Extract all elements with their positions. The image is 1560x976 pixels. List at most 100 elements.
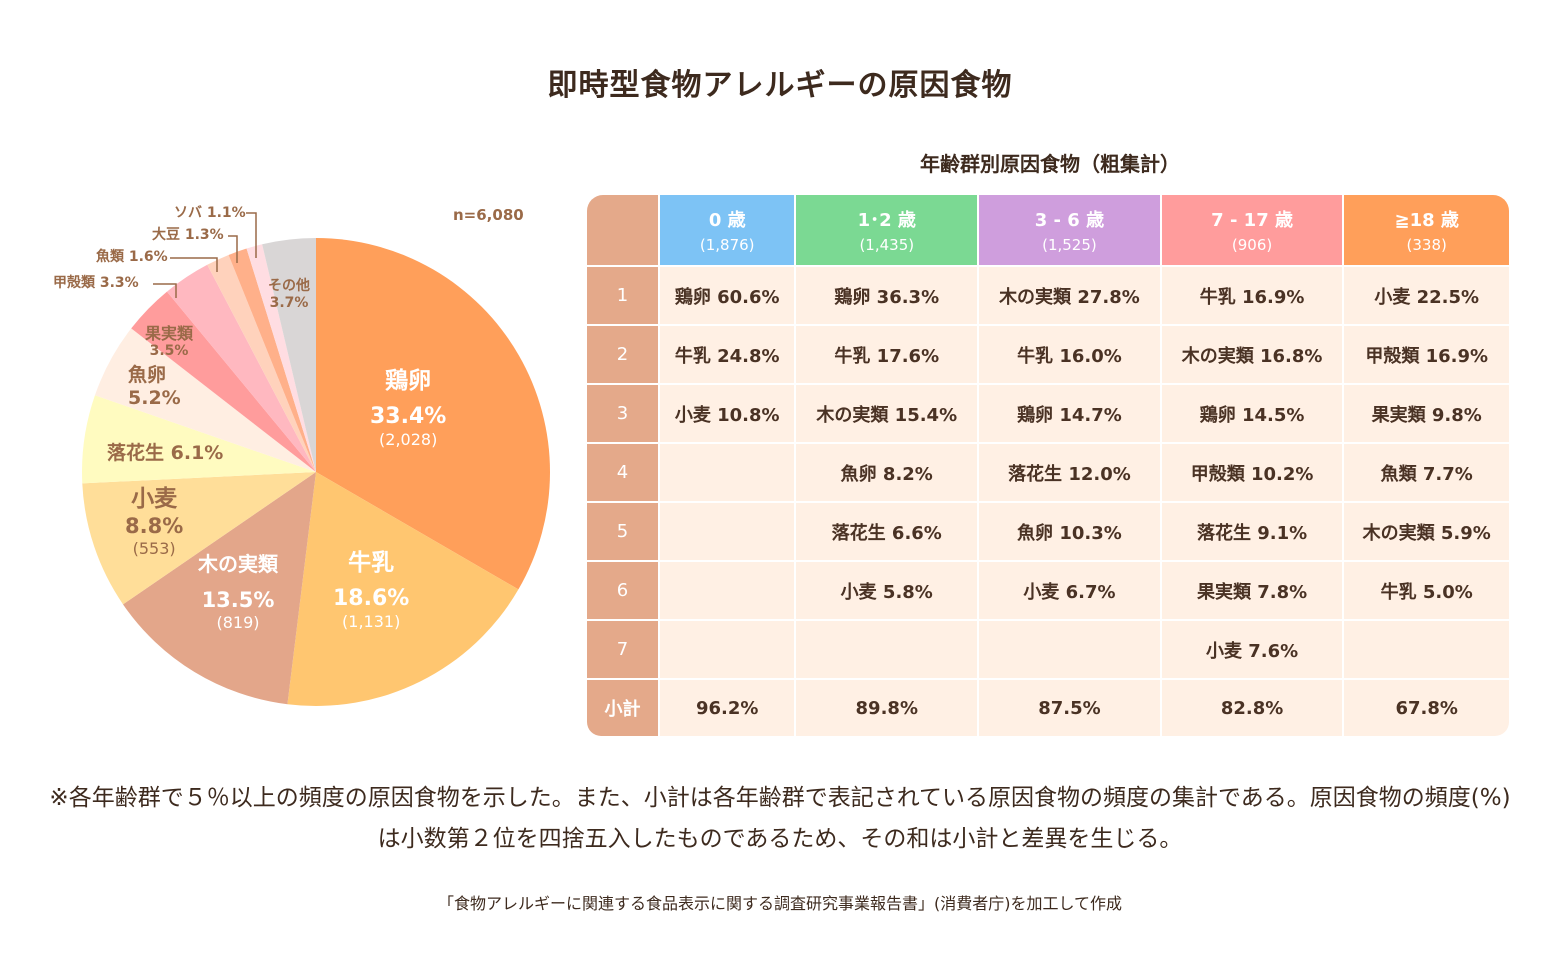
table-cell [979,621,1160,678]
column-count: (1,876) [699,236,755,254]
table-row: 3 小麦 10.8% 木の実類 15.4% 鶏卵 14.7% 鶏卵 14.5% 果実類 9… [587,385,1509,442]
label-name: 魚類 [96,249,124,265]
table-cell: 甲殻類 16.9% [1344,326,1509,383]
table-row: 1 鶏卵 60.6% 鶏卵 36.3% 木の実類 27.8% 牛乳 16.9% 小麦 22… [587,267,1509,324]
column-header: 7 - 17 歳 (906) [1161,195,1343,265]
label-roe: 魚卵 5.2% [128,364,181,410]
table-row: 4 魚卵 8.2% 落花生 12.0% 甲殻類 10.2% 魚類 7.7% [587,444,1509,501]
subtotal-cell: 67.8% [1344,680,1509,736]
source-citation: 「食物アレルギーに関連する食品表示に関する調査研究事業報告書」(消費者庁)を加工… [437,894,1122,913]
rank-cell: 2 [587,326,658,383]
label-pct: 6.1% [170,442,224,464]
table-cell: 鶏卵 60.6% [660,267,795,324]
label-count: (819) [216,613,260,633]
table-cell: 小麦 22.5% [1344,267,1509,324]
label-pct: 3.5% [149,343,189,360]
subtotal-cell: 82.8% [1161,680,1343,736]
column-label: ≧18 歳 [1394,210,1459,231]
table-cell: 小麦 5.8% [796,562,978,619]
table-cell: 甲殻類 10.2% [1161,444,1343,501]
label-other: その他 3.7% [268,278,310,312]
table-cell: 魚卵 10.3% [979,503,1160,560]
table-row: 7 小麦 7.6% [587,621,1509,678]
subtotal-row: 小計 96.2% 89.8% 87.5% 82.8% 67.8% [587,680,1509,736]
column-count: (1,525) [1042,236,1097,254]
table-row: 6 小麦 5.8% 小麦 6.7% 果実類 7.8% 牛乳 5.0% [587,562,1509,619]
column-count: (906) [1231,236,1273,254]
leader-line-soy [228,235,238,263]
label-pct: 5.2% [128,386,181,409]
table-cell: 落花生 9.1% [1161,503,1343,560]
table-cell: 鶏卵 36.3% [796,267,978,324]
page-title: 即時型食物アレルギーの原因食物 [547,68,1013,103]
label-name: 大豆 [152,227,180,243]
label-fruit: 果実類 3.5% [145,324,193,360]
label-name: 魚卵 [128,364,167,386]
table-cell: 鶏卵 14.7% [979,385,1160,442]
table-cell: 落花生 6.6% [796,503,978,560]
label-milk: 牛乳 18.6% (1,131) [333,550,409,631]
table-cell: 牛乳 16.0% [979,326,1160,383]
label-shellfish: 甲殻類 3.3% [53,275,139,292]
label-soba: ソバ 1.1% [174,205,246,222]
label-name: 牛乳 [348,550,395,576]
rank-cell: 1 [587,267,658,324]
label-pct: 13.5% [201,588,275,612]
label-wheat: 小麦 8.8% (553) [125,486,183,558]
label-name: 木の実類 [198,552,278,576]
column-header: 3 - 6 歳 (1,525) [979,195,1160,265]
label-count: (553) [132,538,176,558]
leader-lines [153,212,257,298]
table-cell: 魚卵 8.2% [796,444,978,501]
label-peanut: 落花生 6.1% [107,442,223,465]
rank-cell: 3 [587,385,658,442]
subtotal-label: 小計 [587,680,658,736]
label-count: (2,028) [379,429,438,449]
column-label: 3 - 6 歳 [1034,210,1105,231]
column-count: (338) [1406,236,1447,254]
subtotal-cell: 96.2% [660,680,795,736]
label-treenuts: 木の実類 13.5% (819) [198,552,278,632]
pie-slice-6 [131,291,316,472]
table-cell: 小麦 6.7% [979,562,1160,619]
table-cell: 木の実類 27.8% [979,267,1160,324]
label-name: 落花生 [107,442,165,464]
rank-cell: 7 [587,621,658,678]
table-cell: 牛乳 16.9% [1161,267,1343,324]
label-pct: 8.8% [125,513,184,538]
pie-slice-10 [246,244,316,472]
label-pct: 1.3% [184,227,224,243]
label-pct: 3.7% [269,294,309,311]
column-header: 1･2 歳 (1,435) [796,195,978,265]
table-cell [660,562,795,619]
table-row: 5 落花生 6.6% 魚卵 10.3% 落花生 9.1% 木の実類 5.9% [587,503,1509,560]
table-cell: 牛乳 24.8% [660,326,795,383]
column-label: 7 - 17 歳 [1211,210,1293,231]
table-cell: 小麦 10.8% [660,385,795,442]
age-group-table: 0 歳 (1,876) 1･2 歳 (1,435) 3 - 6 歳 (1,525) 7 - … [585,193,1511,738]
table-cell: 牛乳 5.0% [1344,562,1509,619]
pie-slice-1 [287,472,519,706]
label-egg: 鶏卵 33.4% (2,028) [370,368,446,449]
rank-cell: 5 [587,503,658,560]
table-cell [660,503,795,560]
label-name: 甲殻類 [53,275,95,291]
pie-slice-0 [316,238,551,590]
label-name: 果実類 [145,324,194,343]
table-cell [660,444,795,501]
table-title: 年齢群別原因食物（粗集計） [920,152,1180,176]
label-pct: 3.3% [99,275,139,291]
rank-cell: 4 [587,444,658,501]
pie-slice-8 [207,254,316,472]
column-header: ≧18 歳 (338) [1344,195,1509,265]
table-cell: 果実類 7.8% [1161,562,1343,619]
corner-cell [587,195,658,265]
label-pct: 1.6% [128,249,168,265]
label-pct: 33.4% [370,403,447,429]
column-label: 1･2 歳 [857,210,916,231]
label-name: その他 [268,278,310,294]
subtotal-cell: 89.8% [796,680,978,736]
table-row: 2 牛乳 24.8% 牛乳 17.6% 牛乳 16.0% 木の実類 16.8% 甲殻類 1… [587,326,1509,383]
pie-chart [82,212,551,706]
label-name: ソバ [174,205,202,221]
